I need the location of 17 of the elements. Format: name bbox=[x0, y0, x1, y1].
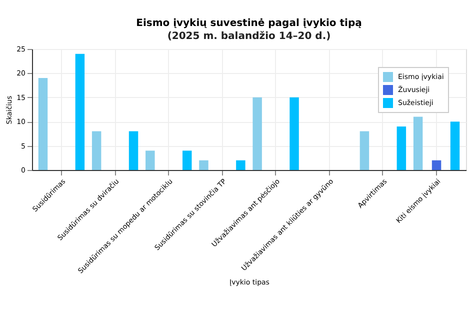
bar bbox=[38, 78, 48, 170]
bar bbox=[75, 54, 85, 170]
bar bbox=[396, 126, 406, 170]
bar bbox=[360, 131, 370, 170]
bar bbox=[290, 97, 299, 170]
chart-subtitle: (2025 m. balandžio 14–20 d.) bbox=[167, 31, 331, 42]
bar bbox=[182, 150, 192, 170]
bar bbox=[432, 160, 442, 170]
bar bbox=[199, 160, 208, 170]
bar bbox=[92, 131, 102, 170]
bar bbox=[236, 160, 246, 170]
bar bbox=[146, 150, 155, 170]
bar bbox=[128, 131, 138, 170]
bar bbox=[252, 97, 262, 170]
chart-title: Eismo įvykių suvestinė pagal įvykio tipą bbox=[136, 18, 362, 29]
bar bbox=[413, 116, 423, 170]
bar bbox=[450, 122, 460, 170]
